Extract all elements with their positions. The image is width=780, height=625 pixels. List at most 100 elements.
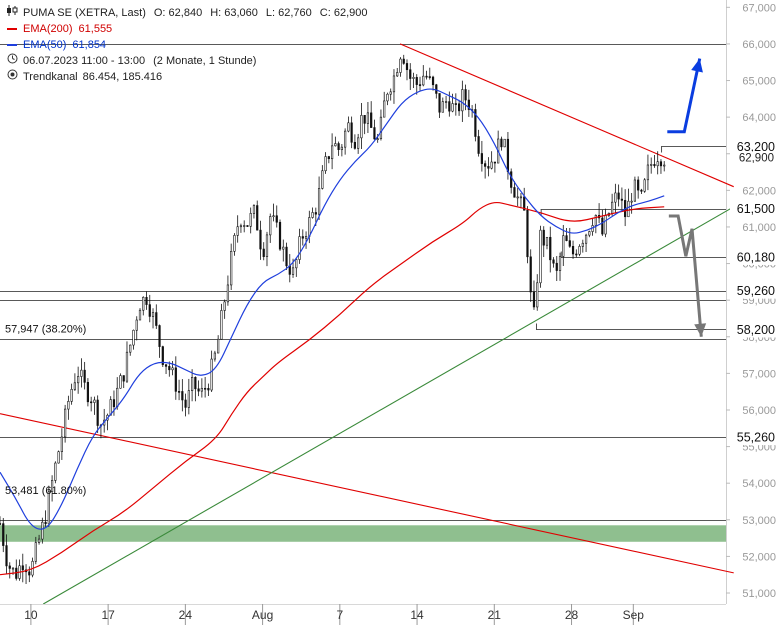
legend-channel-values: 86.454, 185.416 <box>82 71 163 83</box>
candle-141 <box>457 99 461 116</box>
candle-body-152 <box>493 161 497 164</box>
candle-82 <box>265 231 269 267</box>
candle-body-34 <box>109 399 112 416</box>
legend-ema50-row: EMA(50) 61,854 <box>6 37 367 53</box>
candle-80 <box>259 220 262 260</box>
price-label-2: 61,500 <box>730 200 780 217</box>
candle-body-3 <box>8 565 11 569</box>
candle-157 <box>510 168 513 194</box>
candle-body-141 <box>457 103 461 112</box>
candle-91 <box>295 257 298 277</box>
candle-57 <box>184 393 187 417</box>
y-tick-label-3: 54,000 <box>742 478 776 490</box>
candle-12 <box>37 534 41 545</box>
candle-body-26 <box>83 369 86 383</box>
candle-body-144 <box>467 99 470 110</box>
candle-136 <box>441 97 444 113</box>
candle-15 <box>47 485 50 527</box>
candle-body-195 <box>633 179 637 202</box>
legend-ema200-row: EMA(200) 61,555 <box>6 21 367 37</box>
candle-119 <box>386 92 389 106</box>
candle-body-64 <box>207 387 210 391</box>
price-label-text-1: 62,900 <box>739 152 774 164</box>
candle-body-112 <box>363 115 366 124</box>
price-label-bg-4 <box>730 282 780 299</box>
candle-18 <box>57 450 60 464</box>
candle-body-202 <box>656 161 659 167</box>
candle-body-197 <box>640 189 643 192</box>
candle-34 <box>109 396 112 416</box>
candle-87 <box>282 239 285 262</box>
candle-body-93 <box>301 236 304 239</box>
candle-29 <box>93 396 96 415</box>
candle-43 <box>138 308 142 321</box>
candle-body-46 <box>148 304 151 317</box>
candle-body-14 <box>44 521 47 525</box>
price-label-4: 59,260 <box>730 282 780 299</box>
candle-59 <box>191 369 194 402</box>
candle-body-81 <box>262 248 265 257</box>
candle-189 <box>614 183 617 214</box>
candle-body-70 <box>226 284 230 303</box>
candle-28 <box>90 396 93 412</box>
price-label-text-5: 58,200 <box>737 323 775 337</box>
candle-body-179 <box>581 242 584 247</box>
candle-body-110 <box>357 137 360 149</box>
legend-ema200-label: EMA(200) <box>23 23 73 35</box>
candle-body-105 <box>340 146 343 150</box>
candle-147 <box>477 129 480 157</box>
candle-162 <box>526 206 529 264</box>
candle-89 <box>288 254 291 283</box>
candle-body-191 <box>620 198 623 201</box>
candle-body-73 <box>236 226 239 236</box>
candle-body-158 <box>513 187 516 198</box>
candle-128 <box>415 74 418 95</box>
candle-body-99 <box>321 170 324 189</box>
candle-body-89 <box>288 265 291 275</box>
price-label-bg-1 <box>732 151 780 164</box>
candle-60 <box>194 376 197 402</box>
candle-body-128 <box>415 77 418 85</box>
candle-150 <box>487 157 490 177</box>
candle-body-28 <box>90 401 93 404</box>
candle-body-56 <box>181 391 184 401</box>
candle-198 <box>643 178 646 193</box>
candle-153 <box>497 130 500 164</box>
candle-76 <box>246 225 249 228</box>
candle-body-125 <box>405 63 409 71</box>
candle-body-86 <box>278 221 282 250</box>
candle-113 <box>366 101 370 133</box>
candle-164 <box>532 280 536 310</box>
y-tick-label-2: 53,000 <box>742 515 776 527</box>
candle-body-91 <box>295 259 298 269</box>
candle-74 <box>239 223 243 233</box>
ema200-swatch <box>7 28 17 30</box>
y-tick-label-1: 52,000 <box>742 551 776 563</box>
candle-body-50 <box>161 346 164 365</box>
channel-line-0 <box>399 43 734 188</box>
candle-body-39 <box>125 351 129 382</box>
candle-body-1 <box>2 523 5 546</box>
candle-35 <box>112 390 116 416</box>
candle-body-180 <box>584 234 588 244</box>
candle-body-131 <box>425 75 428 78</box>
candle-3 <box>8 562 11 579</box>
candle-body-124 <box>402 58 405 64</box>
candle-body-199 <box>646 164 650 181</box>
candle-body-108 <box>350 122 353 143</box>
candle-55 <box>177 379 181 401</box>
candle-body-85 <box>275 215 278 223</box>
candle-133 <box>431 75 435 91</box>
arrow-down-shaft <box>668 214 703 337</box>
candle-155 <box>503 138 506 148</box>
legend-timeframe: (2 Monate, 1 Stunde) <box>153 55 257 67</box>
x-tick-label-4: 7 <box>336 608 343 622</box>
candle-69 <box>223 299 226 319</box>
candle-2 <box>5 534 8 574</box>
x-tick-label-3: Aug <box>252 608 273 622</box>
level-annotations: 57,947 (38.20%) 53,481 (61.80%) <box>5 324 86 497</box>
candle-body-11 <box>34 542 37 562</box>
target-icon <box>6 69 18 85</box>
candle-140 <box>454 93 457 116</box>
